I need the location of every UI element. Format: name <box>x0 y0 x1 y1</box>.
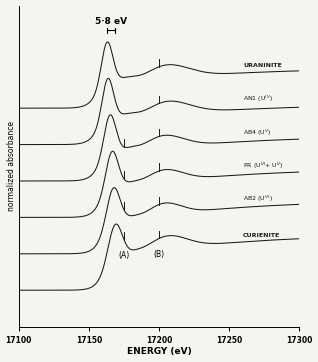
Text: URANINITE: URANINITE <box>243 63 282 68</box>
X-axis label: ENERGY (eV): ENERGY (eV) <box>127 348 191 357</box>
Text: AB4 (U$^{V}$): AB4 (U$^{V}$) <box>243 127 272 138</box>
Text: 5·8 eV: 5·8 eV <box>95 17 127 26</box>
Text: CURIENITE: CURIENITE <box>243 233 280 238</box>
Text: AN1 (U$^{IV}$): AN1 (U$^{IV}$) <box>243 94 273 104</box>
Y-axis label: normalized absorbance: normalized absorbance <box>7 121 16 211</box>
Text: (A): (A) <box>118 252 129 261</box>
Text: AB2 (U$^{VI}$): AB2 (U$^{VI}$) <box>243 194 273 204</box>
Text: (B): (B) <box>154 251 164 260</box>
Text: PR (U$^{VI}$+ U$^{V}$): PR (U$^{VI}$+ U$^{V}$) <box>243 161 284 171</box>
